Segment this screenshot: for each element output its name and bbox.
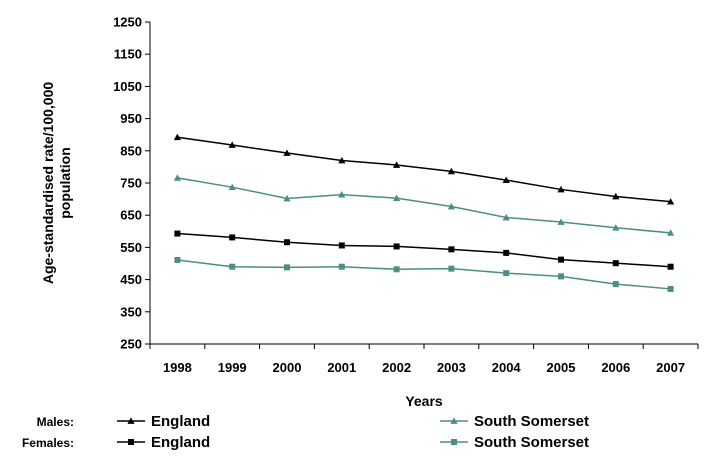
x-tick-label: 2007: [656, 360, 685, 375]
data-point: [283, 194, 291, 202]
x-tick-label: 2005: [547, 360, 576, 375]
data-point: [174, 230, 181, 237]
legend-group-label: Males:: [37, 415, 74, 429]
y-tick-label: 550: [120, 240, 142, 255]
y-tick-label: 1150: [114, 47, 142, 62]
x-tick-label: 1998: [163, 360, 192, 375]
x-tick-label: 2001: [327, 360, 356, 375]
data-point: [393, 266, 400, 273]
data-point: [338, 156, 346, 164]
y-tick-label: 1050: [113, 79, 142, 94]
data-point: [502, 213, 510, 221]
labels-layer: 250 350 450 550 650 750 850 950 1050 1150 1250 1998…: [40, 15, 685, 410]
data-point: [393, 161, 401, 168]
data-point: [338, 242, 345, 249]
legend-entry: South Somerset: [440, 413, 589, 430]
x-tick-label: 2002: [382, 360, 411, 375]
data-point: [612, 192, 620, 200]
data-point: [667, 285, 674, 292]
data-point: [448, 265, 455, 272]
legend-group-label: Females:: [22, 436, 74, 450]
axes: [145, 21, 699, 349]
legend-swatch-marker: [127, 417, 135, 424]
data-point: [173, 174, 181, 181]
data-point: [503, 249, 510, 256]
data-point: [612, 260, 619, 267]
legend-entry: England: [117, 434, 210, 451]
y-tick-label: 350: [120, 304, 142, 319]
y-tick-label: 650: [120, 208, 142, 223]
series-0: [173, 133, 675, 205]
legend-label: South Somerset: [474, 434, 589, 451]
y-tick-label: 1250: [113, 15, 142, 30]
legend-swatch-marker: [451, 439, 457, 445]
x-axis-title: Years: [405, 393, 443, 409]
data-point: [229, 234, 236, 241]
data-point: [284, 264, 290, 271]
data-point: [228, 141, 236, 148]
y-tick-label: 450: [120, 272, 142, 287]
y-axis-title: Age-standardised rate/100,000population: [40, 82, 73, 285]
data-point: [557, 185, 565, 193]
y-axis-title-line: population: [57, 147, 73, 219]
data-point: [228, 183, 236, 191]
series-line: [177, 232, 671, 268]
data-point: [447, 167, 455, 175]
data-point: [667, 229, 675, 236]
legend-swatch-marker: [128, 439, 134, 445]
data-point: [448, 246, 455, 253]
x-tick-label: 1999: [218, 360, 247, 375]
legend-swatch-marker: [450, 417, 458, 424]
legend-entry: South Somerset: [440, 434, 589, 451]
data-point: [557, 218, 565, 225]
data-point: [447, 202, 455, 210]
data-point: [612, 224, 620, 231]
series-2: [174, 230, 674, 270]
legend-label: England: [151, 413, 210, 430]
data-point: [393, 194, 401, 202]
data-point: [558, 256, 564, 263]
data-point: [338, 263, 345, 270]
series-line: [177, 177, 671, 234]
x-tick-label: 2003: [437, 360, 466, 375]
y-tick-label: 750: [120, 176, 142, 191]
data-point: [667, 263, 674, 270]
y-axis-title-line: Age-standardised rate/100,000: [40, 82, 56, 285]
data-point: [284, 239, 290, 246]
legend-label: England: [151, 434, 210, 451]
data-point: [173, 133, 181, 141]
y-tick-label: 950: [120, 111, 142, 126]
series-3: [174, 256, 674, 292]
data-point: [558, 273, 564, 280]
legend-label: South Somerset: [474, 413, 589, 430]
data-point: [338, 190, 346, 198]
x-tick-label: 2004: [492, 360, 522, 375]
x-tick-label: 2000: [273, 360, 302, 375]
data-point: [174, 256, 181, 263]
data-point: [229, 263, 236, 270]
legend: Males: Females: England South Somerset Engla…: [22, 413, 589, 451]
series-line: [177, 136, 671, 203]
data-point: [612, 281, 619, 288]
data-point: [393, 243, 400, 250]
series-layer: [173, 133, 675, 292]
y-tick-label: 850: [120, 143, 142, 158]
series-1: [173, 174, 675, 236]
y-tick-label: 250: [120, 337, 142, 352]
data-point: [283, 149, 291, 156]
data-point: [503, 270, 510, 277]
data-point: [667, 198, 675, 205]
legend-entry: England: [117, 413, 210, 430]
x-tick-label: 2006: [601, 360, 630, 375]
series-line: [177, 259, 671, 290]
data-point: [502, 176, 510, 183]
